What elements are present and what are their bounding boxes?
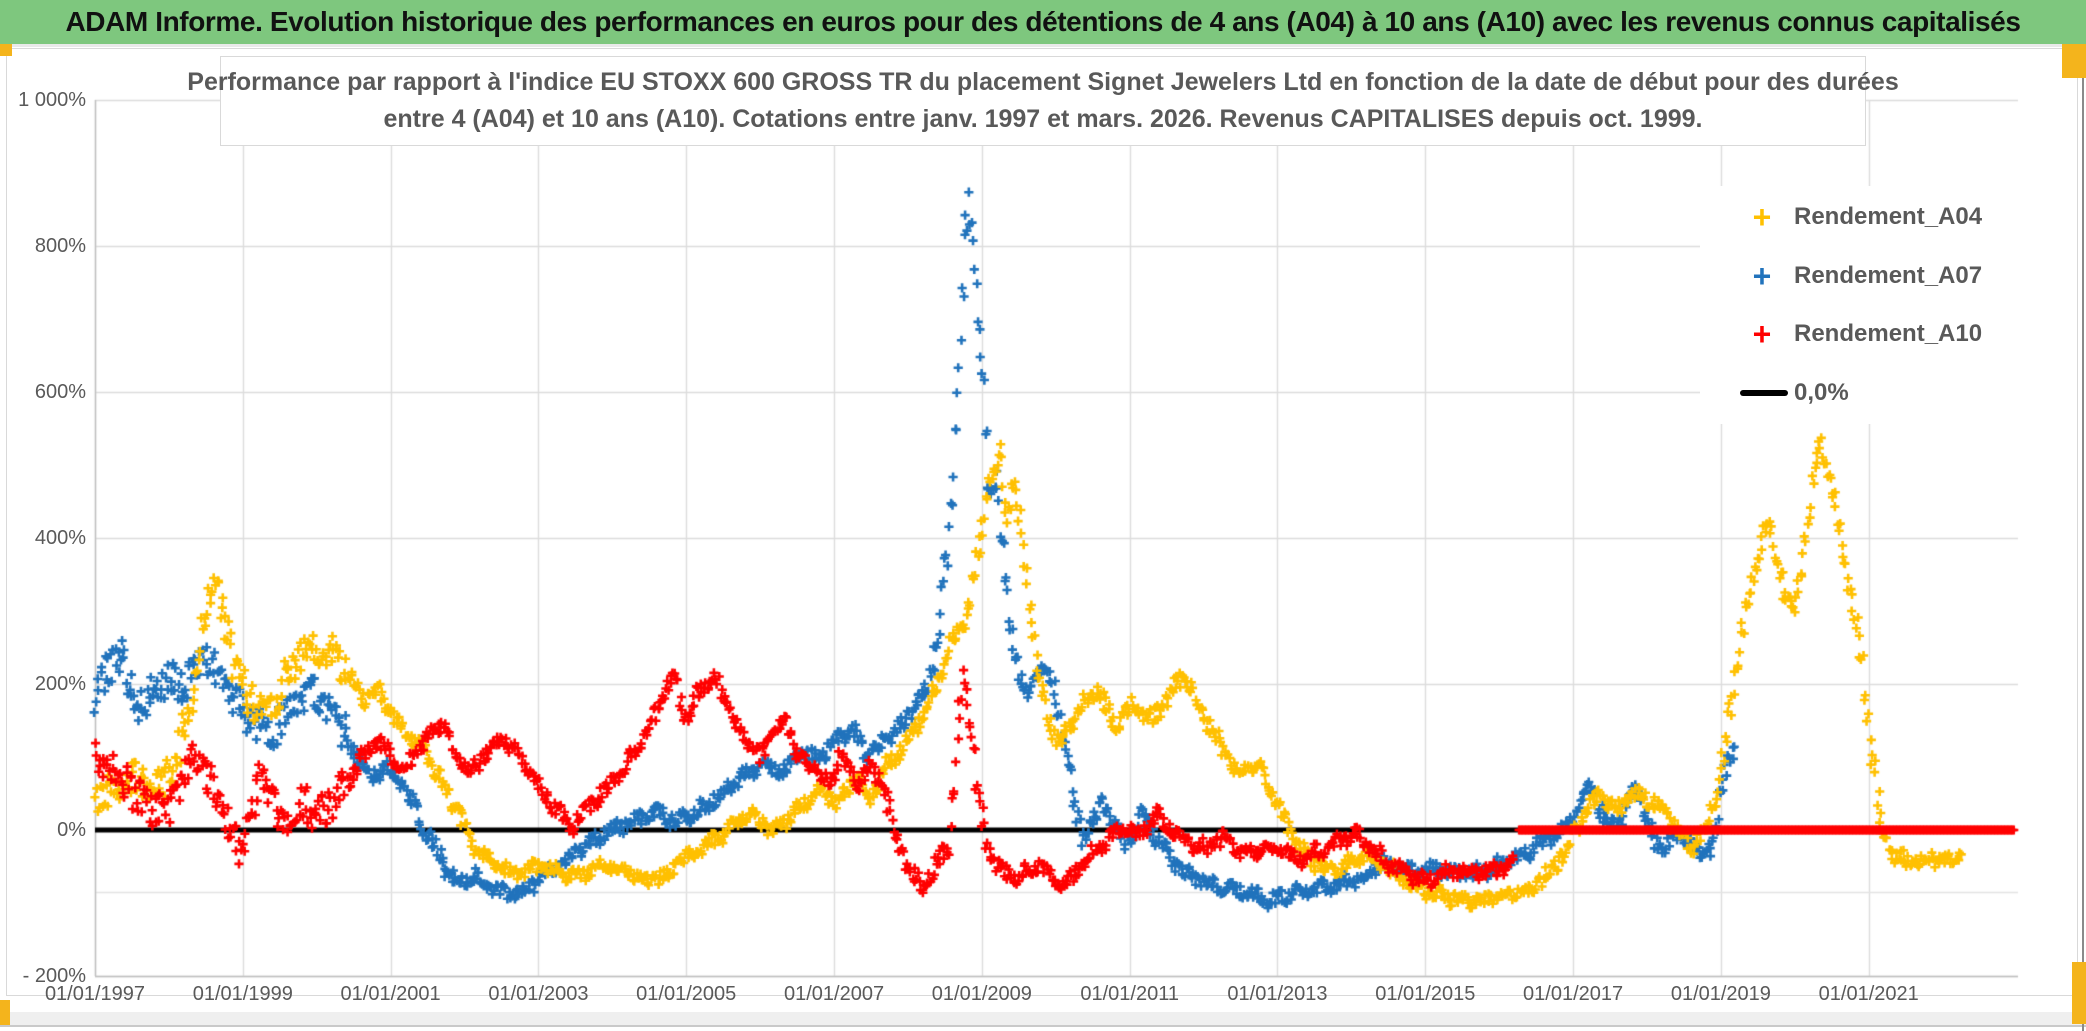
y-tick-label: 200% [34,673,86,695]
window-right-border [2082,78,2084,1031]
amber-notch-bottom-left [0,1000,10,1025]
plus-marker-icon: + [1752,199,1772,236]
y-tick-label: 800% [34,235,86,257]
x-tick-label: 01/01/2003 [488,983,589,1005]
legend-item-0-0-[interactable]: 0,0% [1700,365,2018,421]
amber-notch-top-right [2062,44,2086,78]
x-tick-label: 01/01/2015 [1375,983,1476,1005]
x-tick-label: 01/01/2021 [1818,983,1919,1005]
plus-marker-icon: + [1752,316,1772,353]
legend-item-Rendement-A07[interactable]: + Rendement_A07 [1700,248,2018,304]
amber-notch-bottom-right [2072,962,2086,1024]
x-tick-label: 01/01/2009 [931,983,1032,1005]
amber-notch-top-left [0,44,12,56]
x-tick-label: 01/01/1999 [192,983,293,1005]
page-title: ADAM Informe. Evolution historique des p… [65,6,2021,37]
x-tick-label: 01/01/1997 [44,983,146,1005]
zero-line-swatch-icon [1740,389,1788,396]
legend-label: 0,0% [1794,378,1849,406]
legend-label: Rendement_A04 [1794,203,1983,231]
x-tick-label: 01/01/2007 [783,983,885,1005]
x-tick-label: 01/01/2019 [1670,983,1771,1005]
chart-title-line2: entre 4 (A04) et 10 ans (A10). Cotations… [383,105,1703,133]
legend-label: Rendement_A07 [1794,261,1983,289]
bottom-scroll-strip[interactable] [0,1012,2086,1027]
legend-item-Rendement-A04[interactable]: + Rendement_A04 [1700,189,2018,245]
y-tick-label: 1 000% [18,89,86,111]
legend-label: Rendement_A10 [1794,320,1983,348]
x-tick-label: 01/01/2013 [1227,983,1328,1005]
chart-title-box: Performance par rapport à l'indice EU ST… [187,56,1899,146]
x-tick-label: 01/01/2017 [1523,983,1624,1005]
x-tick-label: 01/01/2011 [1080,983,1179,1005]
x-tick-label: 01/01/2005 [636,983,737,1005]
plus-marker-icon: + [1752,257,1772,294]
header-shadow [0,44,2086,47]
chart-legend[interactable]: + Rendement_A04 + Rendement_A07 + Rendement_A… [1700,186,2018,424]
y-tick-label: 400% [34,527,86,549]
y-tick-label: 600% [34,381,86,403]
chart-title-line1: Performance par rapport à l'indice EU ST… [187,68,1899,96]
y-tick-label: - 200% [22,965,86,987]
y-tick-label: 0% [57,819,86,841]
legend-item-Rendement-A10[interactable]: + Rendement_A10 [1700,306,2018,362]
header-bar: ADAM Informe. Evolution historique des p… [0,0,2086,44]
x-tick-label: 01/01/2001 [340,983,441,1005]
